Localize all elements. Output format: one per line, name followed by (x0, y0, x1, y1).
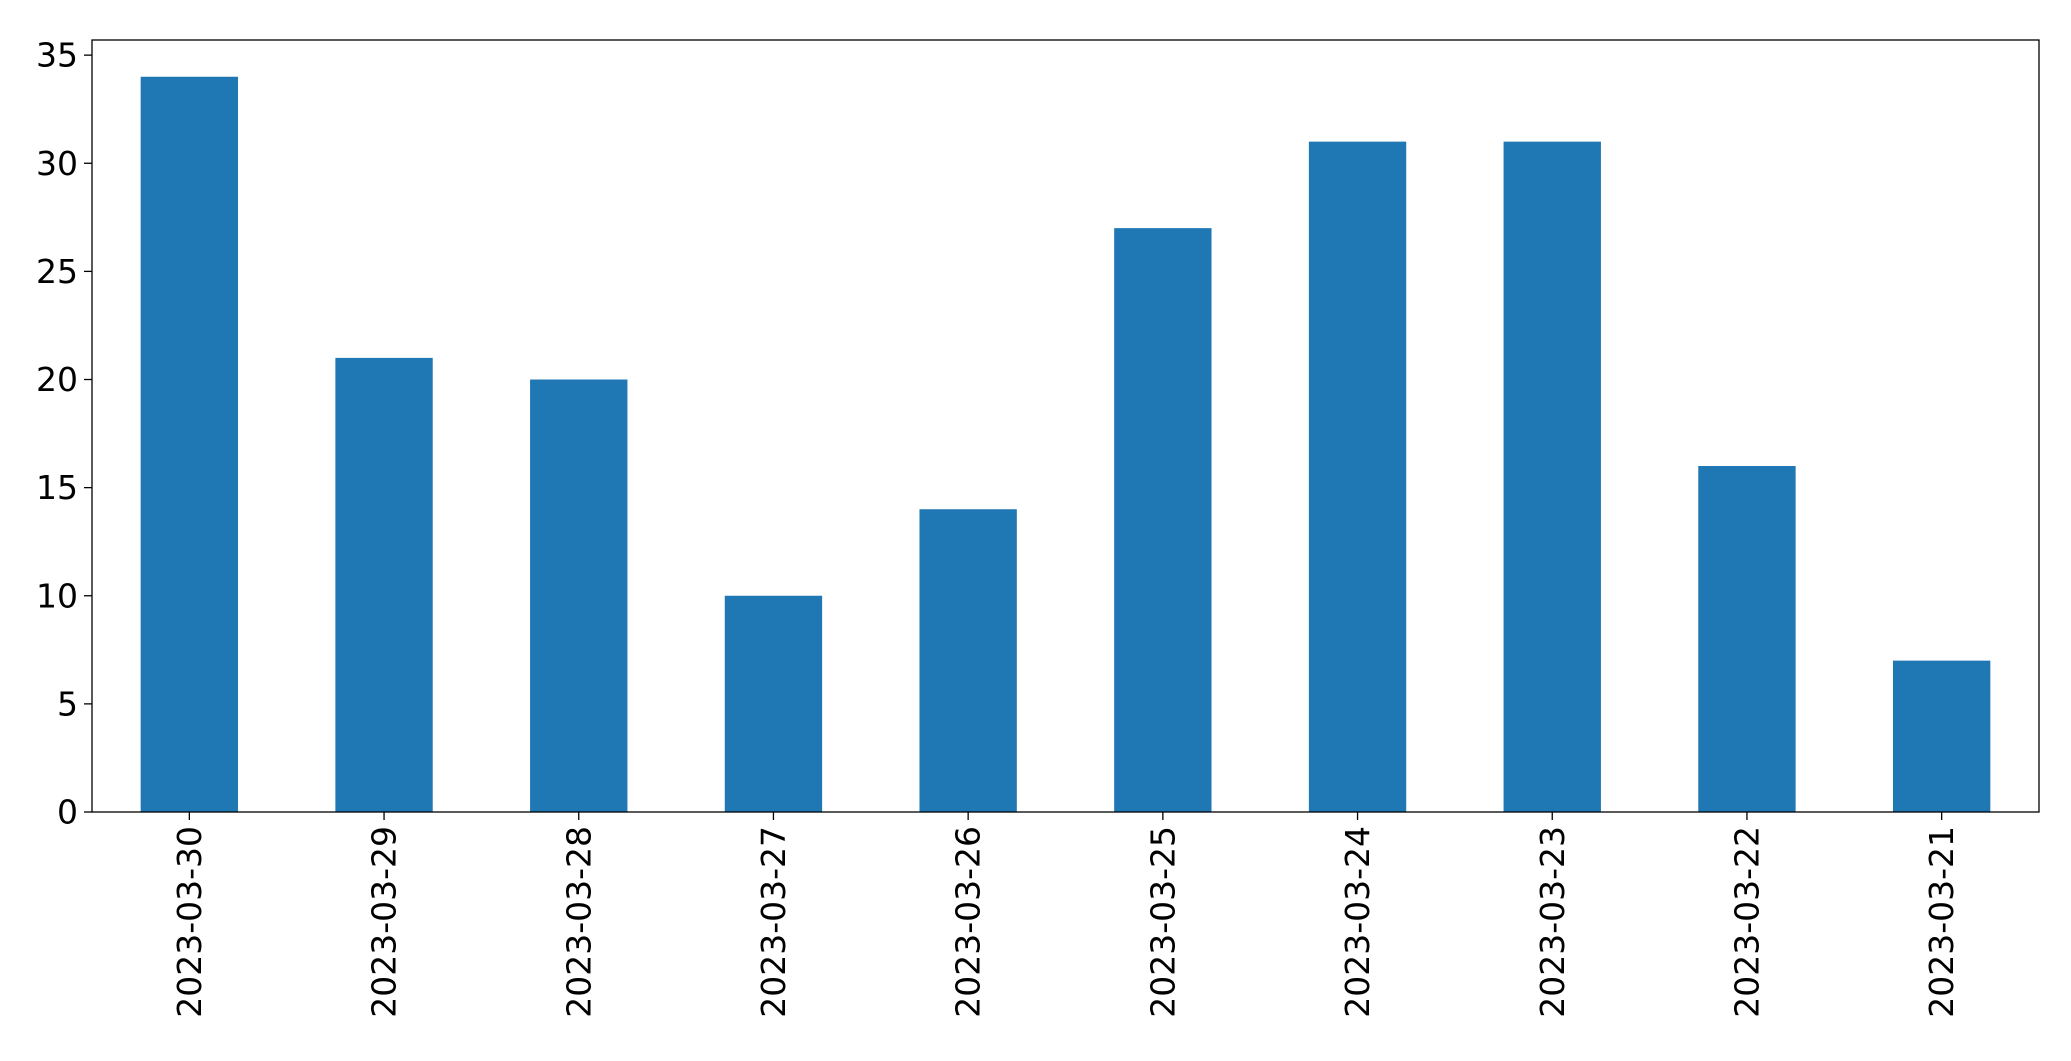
bar-2023-03-28 (530, 379, 628, 812)
bar-2023-03-26 (919, 509, 1017, 812)
y-tick-label: 30 (36, 144, 78, 183)
y-tick-label: 10 (36, 576, 78, 615)
x-tick-label: 2023-03-25 (1143, 826, 1182, 1018)
x-tick-label: 2023-03-26 (949, 826, 988, 1018)
x-tick-label: 2023-03-24 (1338, 826, 1377, 1018)
x-tick-label: 2023-03-29 (365, 826, 404, 1018)
y-tick-label: 15 (36, 468, 78, 507)
y-tick-label: 35 (36, 36, 78, 75)
x-tick-label: 2023-03-23 (1533, 826, 1572, 1018)
x-axis: 2023-03-30 2023-03-29 2023-03-28 2023-03-27… (170, 812, 1961, 1018)
x-tick-label: 2023-03-30 (170, 826, 209, 1018)
bar-2023-03-25 (1114, 228, 1212, 812)
bar-2023-03-23 (1503, 141, 1601, 812)
bar-2023-03-30 (140, 76, 239, 812)
bar-2023-03-29 (335, 357, 433, 812)
bar-2023-03-24 (1308, 141, 1407, 812)
x-tick-label: 2023-03-22 (1727, 826, 1766, 1018)
bars-group (140, 76, 1991, 812)
bar-2023-03-27 (724, 595, 823, 812)
x-tick-label: 2023-03-27 (754, 826, 793, 1018)
y-tick-label: 20 (36, 360, 78, 399)
x-tick-label: 2023-03-28 (559, 826, 598, 1018)
y-axis: 0 5 10 15 20 25 30 35 (36, 36, 92, 832)
y-tick-label: 5 (57, 684, 78, 723)
bar-2023-03-22 (1698, 466, 1796, 812)
x-tick-label: 2023-03-21 (1922, 826, 1961, 1018)
bar-2023-03-21 (1892, 660, 1991, 812)
plot-area-frame (91, 39, 2040, 813)
y-tick-label: 0 (57, 793, 78, 832)
y-tick-label: 25 (36, 252, 78, 291)
